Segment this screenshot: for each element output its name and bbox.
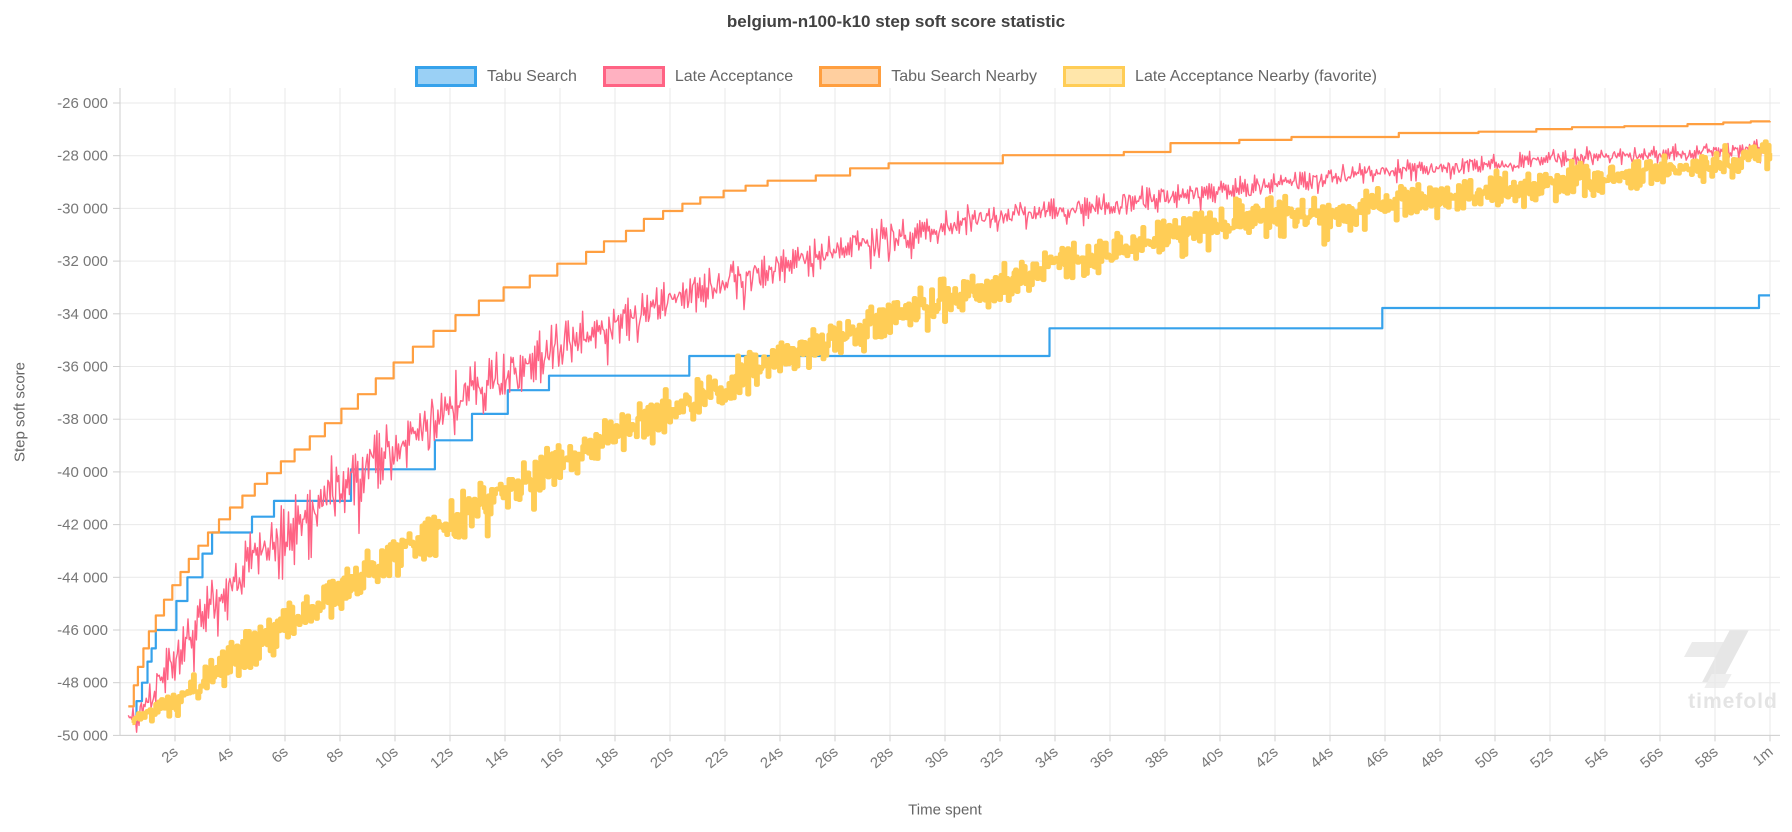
y-tick-label: -42 000 [57,517,108,534]
x-tick-label: 10s [372,743,401,772]
legend-swatch-icon [602,66,665,87]
x-tick-label: 4s [214,743,237,766]
x-tick-label: 44s [1307,743,1336,772]
series-late-acceptance-nearby-favorite[interactable] [131,139,1773,726]
x-tick-label: 52s [1527,743,1556,772]
series-late-acceptance[interactable] [127,139,1771,733]
legend-item-tabu-search-nearby[interactable]: Tabu Search Nearby [819,66,1037,87]
y-tick-label: -32 000 [57,253,108,270]
x-tick-label: 36s [1087,743,1116,772]
x-tick-label: 16s [537,743,566,772]
x-tick-label: 34s [1032,743,1061,772]
x-tick-label: 8s [324,743,347,766]
legend-item-label: Tabu Search [487,67,577,85]
y-tick-label: -44 000 [57,569,108,586]
y-tick-label: -34 000 [57,306,108,323]
y-tick-label: -46 000 [57,622,108,639]
x-tick-label: 40s [1197,743,1226,772]
legend-item-label: Tabu Search Nearby [891,67,1038,85]
legend: Tabu Search Late Acceptance Tabu Search Ne… [0,66,1792,87]
chart-title: belgium-n100-k10 step soft score statist… [726,12,1066,31]
legend-item-label: Late Acceptance Nearby (favorite) [1135,67,1377,85]
watermark-text: timefold [1688,690,1778,713]
x-tick-label: 12s [427,743,456,772]
y-tick-label: -36 000 [57,359,108,376]
y-tick-label: -40 000 [57,464,108,481]
x-tick-label: 54s [1582,743,1611,772]
x-tick-label: 24s [757,743,786,772]
x-tick-label: 58s [1692,743,1721,772]
x-tick-label: 30s [922,743,951,772]
legend-item-label: Late Acceptance [674,67,794,85]
x-tick-label: 20s [647,743,676,772]
legend-swatch-icon [819,66,882,87]
x-tick-label: 32s [977,743,1006,772]
watermark: timefold [1678,628,1788,723]
x-tick-label: 18s [592,743,621,772]
x-tick-label: 28s [867,743,896,772]
legend-swatch-icon [415,66,478,87]
y-tick-label: -30 000 [57,200,108,217]
x-tick-label: 50s [1472,743,1501,772]
x-tick-label: 2s [159,743,182,766]
x-tick-label: 48s [1417,743,1446,772]
y-tick-label: -38 000 [57,411,108,428]
y-tick-label: -28 000 [57,148,108,165]
legend-item-late-acceptance-nearby-favorite[interactable]: Late Acceptance Nearby (favorite) [1063,66,1377,87]
x-tick-label: 1m [1750,743,1777,769]
x-axis-title: Time spent [908,801,982,819]
y-tick-label: -48 000 [57,675,108,692]
legend-swatch-icon [1063,66,1126,87]
legend-item-tabu-search[interactable]: Tabu Search [415,66,577,87]
legend-item-late-acceptance[interactable]: Late Acceptance [602,66,794,87]
series-tabu-search-nearby[interactable] [128,120,1772,708]
x-tick-label: 38s [1142,743,1171,772]
y-tick-label: -26 000 [57,95,108,112]
x-tick-label: 22s [702,743,731,772]
x-tick-label: 56s [1637,743,1666,772]
x-tick-label: 42s [1252,743,1281,772]
series-tabu-search[interactable] [132,294,1770,724]
x-tick-label: 6s [269,743,292,766]
y-tick-label: -50 000 [57,727,108,744]
x-tick-label: 46s [1362,743,1391,772]
x-tick-label: 14s [482,743,511,772]
x-tick-label: 26s [812,743,841,772]
